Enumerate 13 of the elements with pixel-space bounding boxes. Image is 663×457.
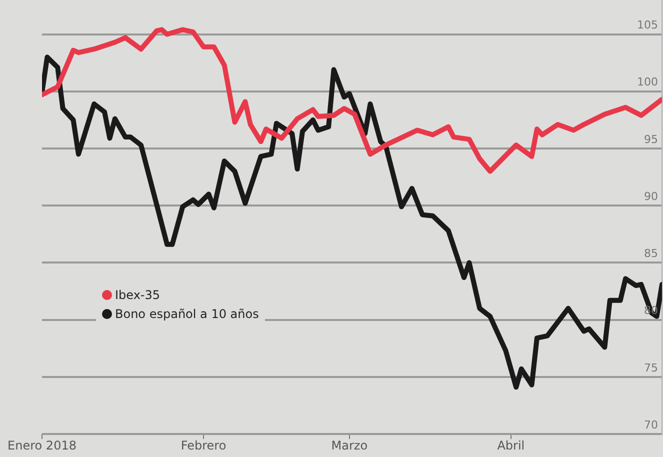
y-tick-label: 100 — [637, 76, 658, 89]
y-tick-label: 85 — [644, 247, 658, 260]
y-tick-label: 70 — [644, 418, 658, 432]
legend-label: Ibex-35 — [115, 288, 160, 302]
y-tick-label: 105 — [637, 18, 658, 32]
y-tick-label: 95 — [644, 132, 658, 146]
x-tick-label: Enero 2018 — [8, 438, 76, 452]
y-tick-label: 90 — [644, 190, 658, 203]
x-tick-label: Abril — [497, 438, 525, 452]
legend-label: Bono español a 10 años — [115, 306, 259, 320]
x-tick-label: Febrero — [180, 438, 226, 452]
x-tick-label: Marzo — [331, 438, 368, 452]
y-tick-label: 75 — [644, 361, 658, 374]
